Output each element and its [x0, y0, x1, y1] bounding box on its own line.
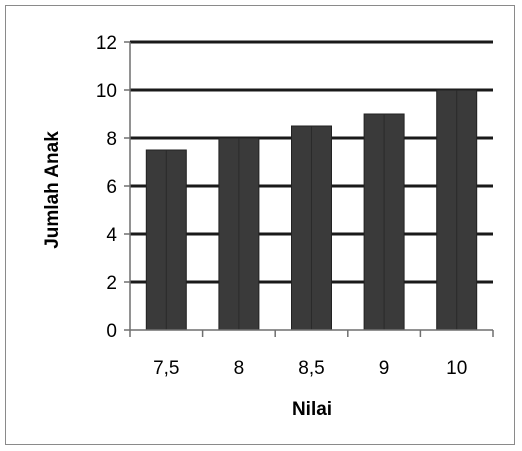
- x-tick-labels: 7,5 8 8,5 9 10: [153, 358, 467, 379]
- y-tick-label: 12: [96, 33, 117, 54]
- y-tick-label: 4: [106, 225, 117, 246]
- bars: [145, 89, 478, 331]
- y-tick-label: 10: [96, 81, 117, 102]
- x-tick-label: 8: [234, 358, 245, 379]
- y-tick-label: 6: [106, 177, 117, 198]
- gridlines: [130, 40, 493, 284]
- x-tick-label: 10: [446, 358, 467, 379]
- x-tick-label: 8,5: [298, 358, 324, 379]
- y-tick-labels: 0 2 4 6 8 10 12: [96, 33, 118, 342]
- x-tick-label: 7,5: [153, 358, 179, 379]
- y-tick-label: 0: [106, 321, 117, 342]
- x-tick-label: 9: [379, 358, 390, 379]
- y-axis-title: Jumlah Anak: [42, 131, 63, 249]
- chart-frame: [5, 5, 515, 445]
- axes: [124, 41, 494, 337]
- y-tick-label: 2: [106, 273, 117, 294]
- x-axis-title: Nilai: [292, 399, 332, 420]
- y-tick-label: 8: [106, 129, 117, 150]
